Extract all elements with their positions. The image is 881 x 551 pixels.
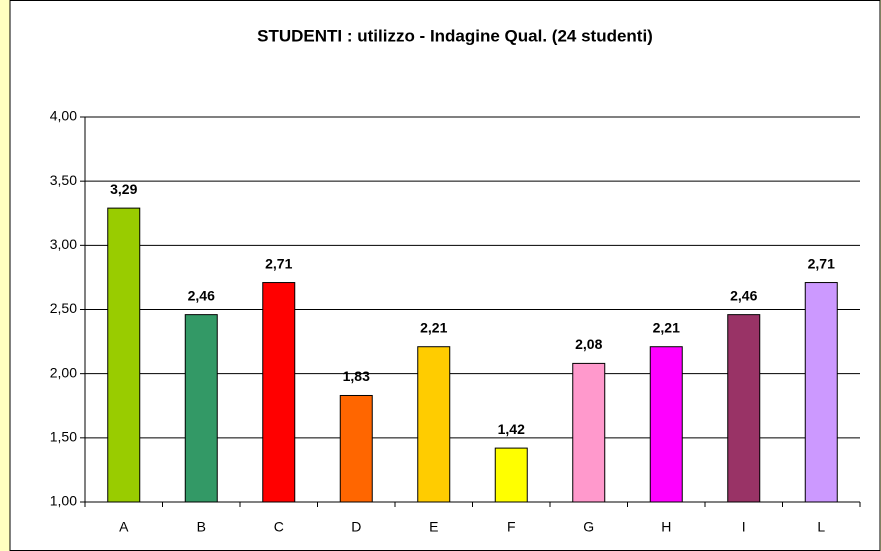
bar	[727, 314, 761, 503]
y-tick-label: 1,50	[50, 429, 77, 445]
y-tick-label: 1,00	[50, 493, 77, 509]
x-tick-label: D	[351, 519, 361, 535]
bar	[572, 362, 606, 503]
bar	[804, 282, 838, 503]
bar	[339, 394, 373, 503]
value-label: 3,29	[110, 181, 137, 197]
x-tick-label: C	[274, 519, 284, 535]
x-tick-label: H	[661, 519, 671, 535]
bar	[649, 346, 683, 503]
chart-title: STUDENTI : utilizzo - Indagine Qual. (24…	[257, 26, 653, 45]
x-tick-label: A	[119, 519, 129, 535]
value-label: 2,46	[188, 287, 215, 303]
y-tick-label: 2,00	[50, 364, 77, 380]
bar	[494, 447, 528, 503]
y-tick-label: 3,50	[50, 172, 77, 188]
bar	[262, 282, 296, 503]
x-tick-label: L	[817, 519, 825, 535]
x-tick-label: I	[742, 519, 746, 535]
x-tick-label: B	[197, 519, 206, 535]
bar	[184, 314, 218, 503]
bar	[417, 346, 451, 503]
value-label: 1,42	[498, 421, 525, 437]
value-label: 2,71	[808, 255, 835, 271]
x-tick-label: G	[583, 519, 594, 535]
y-tick-label: 3,00	[50, 236, 77, 252]
value-label: 2,21	[420, 319, 447, 335]
y-tick-label: 2,50	[50, 300, 77, 316]
value-label: 1,83	[343, 368, 370, 384]
bar	[107, 207, 141, 503]
x-tick-label: E	[429, 519, 438, 535]
y-tick-label: 4,00	[50, 108, 77, 124]
x-tick-label: F	[507, 519, 516, 535]
value-label: 2,08	[575, 336, 602, 352]
value-label: 2,21	[653, 319, 680, 335]
value-label: 2,46	[730, 287, 757, 303]
value-label: 2,71	[265, 255, 292, 271]
